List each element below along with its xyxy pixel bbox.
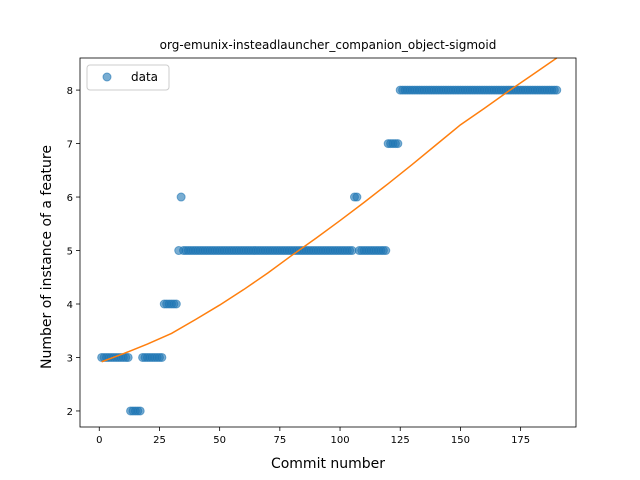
data-point (393, 139, 403, 149)
fit-line (101, 57, 558, 363)
x-tick-label: 25 (153, 435, 166, 446)
legend-box (86, 64, 170, 91)
x-tick-label: 100 (330, 435, 349, 446)
data-point (123, 352, 133, 362)
y-tick-label: 5 (67, 247, 73, 258)
x-tick-label: 175 (511, 435, 530, 446)
data-point (381, 246, 391, 256)
y-tick-label: 7 (67, 140, 73, 151)
x-tick-label: 0 (96, 435, 102, 446)
x-tick-label: 75 (273, 435, 286, 446)
legend-marker (102, 72, 112, 82)
chart-title: org-emunix-insteadlauncher_companion_obj… (160, 38, 497, 52)
y-tick-label: 3 (67, 353, 73, 364)
data-point (176, 192, 186, 202)
y-tick-label: 4 (67, 300, 73, 311)
data-point (171, 299, 181, 309)
y-axis-label: Number of instance of a feature (39, 145, 55, 369)
data-point (157, 352, 167, 362)
plot-area: 0 25 50 75 100 125 150 175 2 3 4 5 6 7 8 data (67, 57, 577, 446)
legend: data (86, 64, 170, 91)
data-point (352, 192, 362, 202)
x-tick-label: 125 (391, 435, 410, 446)
legend-label-data: data (131, 70, 158, 84)
y-tick-label: 8 (67, 86, 73, 97)
x-tick-label: 150 (451, 435, 470, 446)
y-tick-label: 2 (67, 407, 73, 418)
y-tick-label: 6 (67, 193, 73, 204)
x-tick-label: 50 (213, 435, 226, 446)
data-point (552, 85, 562, 95)
data-series (97, 85, 562, 416)
x-axis-label: Commit number (271, 456, 385, 472)
axes-frame (79, 57, 577, 428)
data-point (135, 406, 145, 416)
